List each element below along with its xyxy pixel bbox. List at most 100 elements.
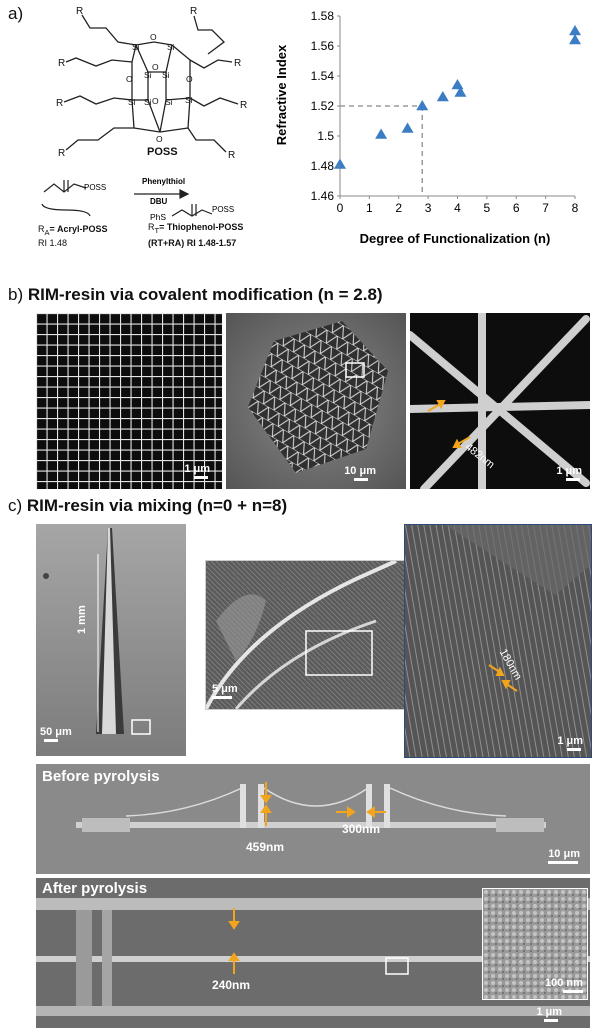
si-atom-label: Si xyxy=(162,70,170,80)
zoom-box xyxy=(345,362,365,378)
scale-bar-c2: 5 μm xyxy=(212,683,238,699)
dimension-300nm: 300nm xyxy=(342,822,381,836)
y-tick-label: 1.52 xyxy=(311,99,335,113)
layer-zoom-texture xyxy=(405,525,591,757)
data-point-triangle xyxy=(401,122,414,133)
y-tick-label: 1.48 xyxy=(311,159,335,173)
scale-bar-c4: 10 μm xyxy=(548,848,580,864)
x-tick-label: 0 xyxy=(337,201,344,215)
o-atom-label: O xyxy=(150,32,157,42)
data-point-triangle xyxy=(569,34,581,45)
data-point-triangle xyxy=(569,25,581,36)
before-pyrolysis-title: Before pyrolysis xyxy=(42,768,160,785)
octahedral-lattice-shape xyxy=(226,313,406,489)
y-axis-label: Refractive Index xyxy=(274,44,289,145)
o-atom-label: O xyxy=(156,134,163,144)
x-tick-label: 4 xyxy=(454,201,461,215)
r-group-label: R xyxy=(234,58,241,69)
si-atom-label: Si xyxy=(144,97,152,107)
sem-image-lattice-node-zoom: 482nm 1 μm xyxy=(410,313,590,489)
y-tick-label: 1.58 xyxy=(311,9,335,23)
si-atom-label: Si xyxy=(185,95,193,105)
y-tick-label: 1.46 xyxy=(311,189,335,203)
zoom-box xyxy=(385,957,409,975)
x-tick-label: 8 xyxy=(572,201,579,215)
o-atom-label: O xyxy=(126,74,133,84)
y-tick-label: 1.56 xyxy=(311,39,335,53)
r-group-label: R xyxy=(58,58,65,69)
sem-image-layer-zoom: 180nm 1 μm xyxy=(404,524,592,758)
o-atom-label: O xyxy=(186,74,193,84)
panel-b-heading: b) RIM-resin via covalent modification (… xyxy=(8,285,383,305)
zoom-box xyxy=(305,630,373,676)
si-atom-label: Si xyxy=(165,97,173,107)
refractive-index-chart: 0 1 2 3 4 5 6 7 8 1.46 1.48 1.5 1.52 1.54 1.56 1.58 Deg… xyxy=(274,9,581,246)
panel-b-letter: b) xyxy=(8,285,24,304)
scale-bar-b2: 10 μm xyxy=(344,465,376,481)
after-pyrolysis-title: After pyrolysis xyxy=(42,880,148,897)
r-group-label: R xyxy=(56,98,63,109)
x-tick-label: 6 xyxy=(513,201,520,215)
si-atom-label: Si xyxy=(167,42,175,52)
layered-steps-structure xyxy=(206,561,404,709)
scale-bar-c3: 1 μm xyxy=(557,735,583,751)
panel-a-letter: a) xyxy=(8,4,24,23)
tower-height-label: 1 mm xyxy=(76,605,88,634)
zoom-box xyxy=(131,719,151,735)
r-group-label: R xyxy=(190,6,197,17)
thiophenol-poss-caption: RT= Thiophenol-POSS xyxy=(148,222,244,235)
x-tick-label: 3 xyxy=(425,201,432,215)
y-tick-label: 1.54 xyxy=(311,69,335,83)
tower-structure xyxy=(36,524,186,756)
si-atom-label: Si xyxy=(128,97,136,107)
grain-texture xyxy=(483,889,587,999)
scale-bar-c5: 1 μm xyxy=(536,1006,562,1022)
inset-surface-texture: 100 nm xyxy=(482,888,588,1000)
phs-label: PhS xyxy=(150,212,166,222)
panel-c-title: RIM-resin via mixing (n=0 + n=8) xyxy=(26,496,288,515)
sem-image-layered-steps: 5 μm xyxy=(205,560,405,710)
r-group-label: R xyxy=(76,6,83,17)
dimension-240nm: 240nm xyxy=(212,978,251,992)
bridge-structure xyxy=(36,764,590,874)
o-atom-label: O xyxy=(152,62,159,72)
scale-bar-b1: 1 μm xyxy=(184,463,210,479)
x-tick-label: 7 xyxy=(542,201,549,215)
o-atom-label: O xyxy=(152,96,159,106)
r-group-label: R xyxy=(58,148,65,159)
sem-image-after-pyrolysis: After pyrolysis 240nm 100 nm 1 μm xyxy=(36,878,590,1028)
data-point-triangle xyxy=(436,91,449,102)
y-tick-label: 1.5 xyxy=(317,129,334,143)
acryl-poss-label: POSS xyxy=(84,183,106,192)
sem-image-octahedral-lattice: 10 μm xyxy=(226,313,406,489)
scale-bar-c1: 50 μm xyxy=(40,726,72,742)
mix-ri: (RT+RA) RI 1.48-1.57 xyxy=(148,238,237,248)
x-tick-label: 2 xyxy=(395,201,402,215)
dimension-459nm: 459nm xyxy=(246,840,285,854)
data-point-triangle xyxy=(334,158,346,169)
reagent-dbu: DBU xyxy=(150,197,168,206)
sem-image-grid-lattice: 1 μm xyxy=(36,313,222,489)
si-atom-label: Si xyxy=(144,70,152,80)
acryl-poss-caption: RA= Acryl-POSS xyxy=(38,224,108,237)
data-point-triangle xyxy=(375,128,388,139)
poss-label: POSS xyxy=(147,146,178,158)
sem-image-tower: 1 mm 50 μm xyxy=(36,524,186,756)
thiophenol-poss-label: POSS xyxy=(212,205,234,214)
reagent-phenylthiol: Phenylthiol xyxy=(142,177,185,186)
panel-c-heading: c) RIM-resin via mixing (n=0 + n=8) xyxy=(8,496,287,516)
scale-bar-b3: 1 μm xyxy=(556,465,582,481)
lattice-node-struts xyxy=(410,313,590,489)
x-tick-label: 1 xyxy=(366,201,373,215)
r-group-label: R xyxy=(240,100,247,111)
acryl-ri: RI 1.48 xyxy=(38,238,68,248)
scale-bar-inset: 100 nm xyxy=(545,977,583,993)
sem-image-bridge-before-pyrolysis: Before pyrolysis 459nm 300nm 10 μm xyxy=(36,764,590,874)
lattice-grid-pattern xyxy=(36,313,222,489)
data-point-triangle xyxy=(454,86,467,97)
data-point-triangle xyxy=(451,79,464,90)
reaction-scheme: POSS Phenylthiol DBU PhS POSS xyxy=(41,177,234,222)
data-point-triangle xyxy=(416,100,429,111)
panel-c-letter: c) xyxy=(8,496,23,515)
si-atom-label: Si xyxy=(132,42,140,52)
